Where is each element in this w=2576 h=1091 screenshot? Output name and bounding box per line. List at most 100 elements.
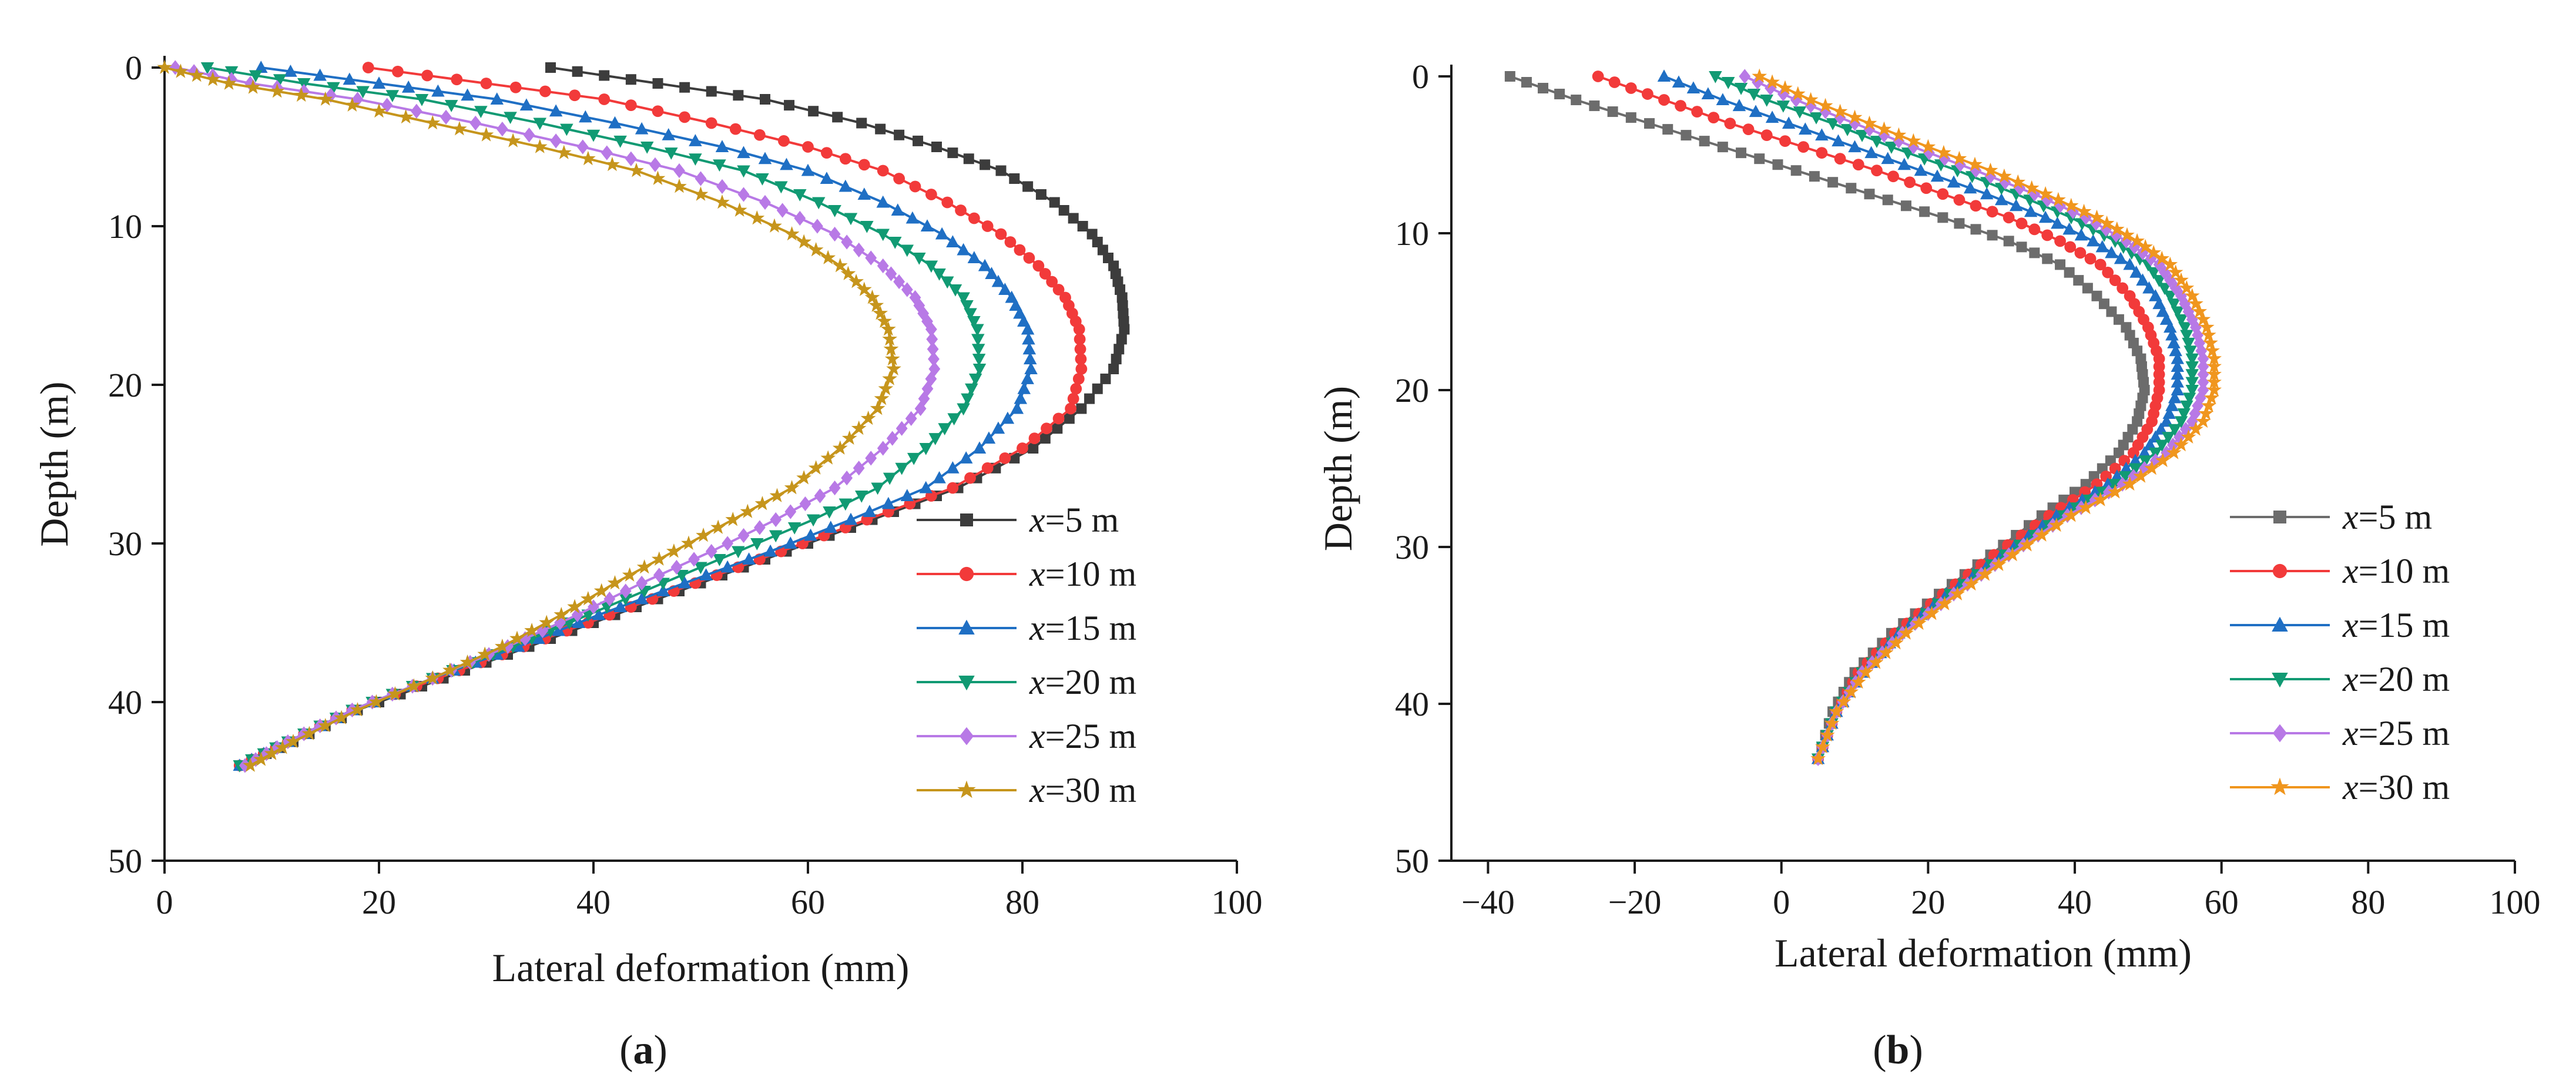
data-point bbox=[2123, 257, 2136, 270]
data-point bbox=[914, 401, 927, 417]
data-point bbox=[1963, 181, 1977, 194]
data-point bbox=[478, 127, 494, 142]
data-point bbox=[2028, 223, 2041, 236]
data-point bbox=[2161, 445, 2172, 461]
data-point bbox=[2155, 439, 2169, 452]
data-point bbox=[1891, 127, 1907, 142]
data-point bbox=[778, 135, 790, 147]
data-point bbox=[971, 344, 985, 356]
data-point bbox=[1920, 139, 1936, 154]
data-point bbox=[2062, 222, 2076, 235]
data-point bbox=[2107, 484, 2123, 499]
data-point bbox=[2133, 468, 2149, 483]
data-point bbox=[1861, 115, 1877, 130]
data-point bbox=[665, 147, 678, 160]
data-point bbox=[387, 686, 403, 701]
data-point bbox=[2169, 344, 2182, 357]
data-point bbox=[860, 410, 876, 425]
data-point bbox=[1076, 403, 1087, 414]
data-point bbox=[269, 83, 285, 98]
data-point bbox=[173, 63, 189, 78]
legend-label: x=5 m bbox=[2342, 498, 2432, 536]
data-point bbox=[556, 145, 572, 159]
data-point bbox=[2185, 353, 2199, 366]
data-point bbox=[855, 491, 868, 503]
data-point bbox=[995, 228, 1007, 240]
data-point bbox=[2117, 282, 2129, 294]
data-point bbox=[635, 592, 649, 605]
data-point bbox=[742, 552, 756, 565]
data-point bbox=[608, 116, 622, 129]
data-point bbox=[1984, 169, 1997, 184]
data-point bbox=[1760, 129, 1773, 142]
data-point bbox=[838, 179, 853, 192]
data-point bbox=[2128, 463, 2142, 476]
data-point bbox=[539, 615, 554, 629]
data-point bbox=[924, 260, 938, 273]
data-point bbox=[737, 187, 750, 202]
data-point bbox=[1803, 92, 1819, 106]
data-point bbox=[2174, 416, 2188, 429]
data-point bbox=[928, 361, 941, 377]
data-point bbox=[1991, 556, 2007, 571]
caption-a: (a) bbox=[619, 1028, 668, 1073]
data-point bbox=[625, 151, 637, 166]
data-point bbox=[2198, 405, 2213, 420]
data-point bbox=[652, 105, 664, 118]
data-point bbox=[410, 103, 422, 119]
data-point bbox=[2171, 351, 2185, 364]
data-point bbox=[729, 123, 742, 135]
data-point bbox=[505, 133, 521, 147]
data-point bbox=[1832, 134, 1845, 147]
data-point bbox=[392, 65, 404, 78]
data-point bbox=[1657, 69, 1671, 82]
data-point bbox=[1717, 142, 1728, 153]
data-point bbox=[1852, 159, 1864, 171]
data-point bbox=[1734, 83, 1748, 95]
data-point bbox=[2024, 204, 2038, 217]
legend-entry: x=5 m bbox=[2230, 498, 2432, 536]
data-point bbox=[876, 195, 890, 208]
data-point bbox=[656, 584, 670, 596]
data-point bbox=[569, 89, 581, 102]
data-point bbox=[877, 165, 889, 177]
legend-entry: x=25 m bbox=[917, 717, 1136, 756]
data-point bbox=[968, 212, 980, 224]
data-point bbox=[900, 489, 914, 501]
data-point bbox=[2064, 267, 2075, 278]
data-point bbox=[877, 441, 889, 456]
data-point bbox=[2174, 429, 2185, 445]
legend-entry: x=20 m bbox=[2230, 660, 2450, 699]
data-point bbox=[1065, 402, 1077, 415]
data-point bbox=[679, 111, 691, 123]
data-point bbox=[2110, 227, 2122, 243]
y-tick-label: 10 bbox=[1395, 214, 1429, 253]
data-point bbox=[806, 514, 820, 527]
data-point bbox=[2074, 228, 2088, 241]
data-point bbox=[519, 631, 531, 646]
x-tick-label: −20 bbox=[1608, 883, 1662, 921]
data-point bbox=[1691, 106, 1703, 118]
legend-entry: x=15 m bbox=[917, 609, 1136, 647]
data-point bbox=[876, 229, 890, 241]
data-point bbox=[2120, 233, 2132, 249]
data-point bbox=[754, 496, 770, 511]
data-point bbox=[2171, 306, 2185, 319]
legend-label: x=25 m bbox=[2342, 714, 2450, 753]
series-markers bbox=[1504, 71, 2150, 764]
data-point bbox=[1052, 284, 1065, 296]
data-point bbox=[1709, 71, 1722, 83]
x-tick-label: 60 bbox=[2205, 883, 2239, 921]
data-point bbox=[1772, 159, 1783, 170]
data-point bbox=[2195, 413, 2211, 428]
data-point bbox=[442, 662, 458, 677]
data-point bbox=[737, 146, 750, 159]
data-point bbox=[2203, 390, 2219, 405]
data-point bbox=[1028, 443, 1039, 454]
data-point bbox=[972, 364, 987, 376]
data-point bbox=[1021, 322, 1035, 335]
data-point bbox=[2167, 298, 2181, 311]
data-point bbox=[1906, 133, 1921, 148]
data-point bbox=[613, 135, 627, 148]
data-point bbox=[1013, 306, 1027, 319]
